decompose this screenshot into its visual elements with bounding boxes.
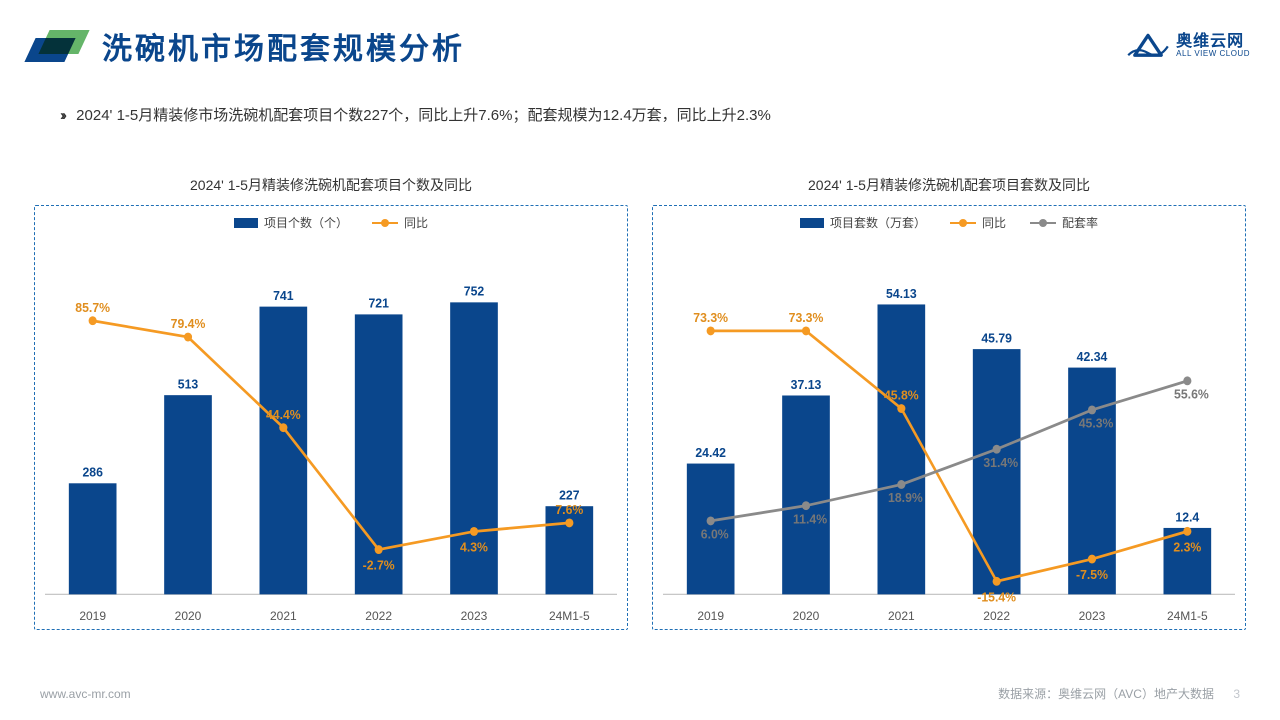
subtitle: ›› 2024' 1-5月精装修市场洗碗机配套项目个数227个，同比上升7.6%… bbox=[60, 104, 1220, 125]
chart-right-plot: 24.42 37.13 54.13 45.79 42.34 12.4 73.3% 73.3% 4… bbox=[663, 246, 1235, 601]
svg-text:73.3%: 73.3% bbox=[789, 310, 824, 326]
x-label: 2023 bbox=[426, 609, 521, 623]
svg-text:54.13: 54.13 bbox=[886, 285, 917, 301]
logo-text-cn: 奥维云网 bbox=[1176, 34, 1250, 50]
chart-left-xaxis: 2019202020212022202324M1-5 bbox=[45, 609, 617, 623]
svg-text:73.3%: 73.3% bbox=[693, 310, 728, 326]
chart-right-legend: 项目套数（万套） 同比 配套率 bbox=[661, 214, 1237, 231]
svg-text:37.13: 37.13 bbox=[791, 376, 822, 392]
x-label: 24M1-5 bbox=[522, 609, 617, 623]
svg-text:4.3%: 4.3% bbox=[460, 539, 489, 555]
page-number: 3 bbox=[1233, 687, 1240, 701]
subtitle-text: 2024' 1-5月精装修市场洗碗机配套项目个数227个，同比上升7.6%；配套… bbox=[76, 107, 771, 124]
x-label: 2019 bbox=[663, 609, 758, 623]
svg-text:227: 227 bbox=[559, 487, 579, 503]
logo-mark-icon bbox=[1126, 31, 1170, 62]
chart-left-box: 项目个数（个） 同比 286 513 741 721 752 227 85.7% 79.4% 4… bbox=[34, 205, 628, 630]
chart-right: 2024' 1-5月精装修洗碗机配套项目套数及同比 项目套数（万套） 同比 配套… bbox=[652, 175, 1246, 630]
svg-text:79.4%: 79.4% bbox=[171, 316, 206, 332]
footer-url: www.avc-mr.com bbox=[40, 687, 131, 701]
chart-left-title: 2024' 1-5月精装修洗碗机配套项目个数及同比 bbox=[34, 175, 628, 195]
x-label: 2020 bbox=[140, 609, 235, 623]
chart-right-xaxis: 2019202020212022202324M1-5 bbox=[663, 609, 1235, 623]
x-label: 2022 bbox=[949, 609, 1044, 623]
svg-text:45.79: 45.79 bbox=[981, 330, 1012, 346]
svg-text:44.4%: 44.4% bbox=[266, 406, 301, 422]
svg-text:513: 513 bbox=[178, 376, 198, 392]
legend-line2: 配套率 bbox=[1030, 214, 1098, 231]
legend-line1: 同比 bbox=[372, 214, 428, 231]
svg-text:-2.7%: -2.7% bbox=[363, 557, 396, 573]
svg-text:-15.4%: -15.4% bbox=[977, 589, 1016, 605]
svg-text:45.8%: 45.8% bbox=[884, 387, 919, 403]
svg-text:18.9%: 18.9% bbox=[888, 490, 923, 506]
x-label: 2022 bbox=[331, 609, 426, 623]
svg-text:11.4%: 11.4% bbox=[793, 511, 828, 527]
x-label: 24M1-5 bbox=[1140, 609, 1235, 623]
x-label: 2019 bbox=[45, 609, 140, 623]
chart-left-plot: 286 513 741 721 752 227 85.7% 79.4% 44.4% -2.7% 4.… bbox=[45, 246, 617, 601]
title-block: 洗碗机市场配套规模分析 bbox=[30, 24, 465, 68]
svg-text:55.6%: 55.6% bbox=[1174, 386, 1209, 402]
x-label: 2021 bbox=[236, 609, 331, 623]
logo: 奥维云网 ALL VIEW CLOUD bbox=[1126, 31, 1250, 62]
chart-left-legend: 项目个数（个） 同比 bbox=[43, 214, 619, 231]
svg-text:42.34: 42.34 bbox=[1077, 348, 1108, 364]
svg-text:721: 721 bbox=[368, 295, 388, 311]
title-icon bbox=[30, 30, 84, 62]
svg-text:6.0%: 6.0% bbox=[701, 526, 730, 542]
header: 洗碗机市场配套规模分析 奥维云网 ALL VIEW CLOUD bbox=[30, 24, 1250, 68]
x-label: 2021 bbox=[854, 609, 949, 623]
footer-source: 数据来源：奥维云网（AVC）地产大数据 bbox=[998, 687, 1214, 701]
chart-right-title: 2024' 1-5月精装修洗碗机配套项目套数及同比 bbox=[652, 175, 1246, 195]
svg-text:85.7%: 85.7% bbox=[75, 299, 110, 315]
svg-text:12.4: 12.4 bbox=[1175, 509, 1200, 525]
svg-text:741: 741 bbox=[273, 287, 293, 303]
charts-container: 2024' 1-5月精装修洗碗机配套项目个数及同比 项目个数（个） 同比 286… bbox=[34, 175, 1246, 630]
svg-text:2.3%: 2.3% bbox=[1173, 539, 1202, 555]
x-label: 2023 bbox=[1044, 609, 1139, 623]
svg-text:-7.5%: -7.5% bbox=[1076, 567, 1109, 583]
logo-text-en: ALL VIEW CLOUD bbox=[1176, 50, 1250, 58]
chart-right-box: 项目套数（万套） 同比 配套率 24.42 37.13 54.13 45.79 42.3… bbox=[652, 205, 1246, 630]
svg-text:24.42: 24.42 bbox=[695, 444, 726, 460]
bullet-icon: ›› bbox=[60, 107, 64, 124]
page-title: 洗碗机市场配套规模分析 bbox=[102, 24, 465, 68]
legend-line1: 同比 bbox=[950, 214, 1006, 231]
footer: www.avc-mr.com 数据来源：奥维云网（AVC）地产大数据 3 bbox=[40, 685, 1240, 702]
svg-text:286: 286 bbox=[82, 464, 102, 480]
x-label: 2020 bbox=[758, 609, 853, 623]
svg-text:45.3%: 45.3% bbox=[1079, 415, 1114, 431]
svg-text:752: 752 bbox=[464, 283, 484, 299]
svg-text:7.6%: 7.6% bbox=[555, 502, 584, 518]
legend-bar: 项目套数（万套） bbox=[800, 214, 926, 231]
chart-left: 2024' 1-5月精装修洗碗机配套项目个数及同比 项目个数（个） 同比 286… bbox=[34, 175, 628, 630]
svg-text:31.4%: 31.4% bbox=[983, 454, 1018, 470]
legend-bar: 项目个数（个） bbox=[234, 214, 348, 231]
